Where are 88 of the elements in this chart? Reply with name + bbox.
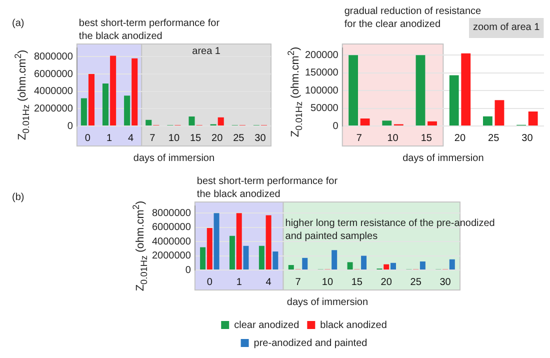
bar [449,75,459,126]
x-axis-title: days of immersion [286,296,368,308]
bar [494,100,504,126]
x-tick-label: 1 [236,276,242,288]
bar [384,264,390,270]
y-tick-label: 6000000 [34,68,74,80]
bar [229,236,235,270]
bar [361,256,367,270]
bar [360,118,370,126]
bar [461,53,471,126]
x-axis-title: days of immersion [133,152,215,164]
band-label: area 1 [192,46,221,57]
bar [243,246,249,270]
x-tick-label: 30 [440,276,452,288]
bar [266,215,272,270]
bar [483,116,492,126]
bar [449,259,455,270]
x-tick-label: 10 [322,276,334,288]
x-tick-label: 1 [106,132,112,144]
bar [348,55,358,126]
text: (b) [12,192,24,203]
bar [382,120,392,126]
bar [124,96,130,126]
y-tick-label: 4000000 [34,86,74,98]
legend-label: black anodized [320,320,387,331]
bar [80,98,87,126]
x-tick-label: 20 [454,132,466,144]
bar [272,252,278,270]
x-tick-label: 30 [522,132,534,144]
bar [88,74,95,126]
bar [214,213,220,270]
bar [528,111,538,126]
bar [146,120,152,126]
bar [132,58,138,126]
y-tick-label: 50000 [310,103,339,114]
x-tick-label: 0 [206,276,213,288]
y-tick-label: 100000 [304,85,339,96]
x-tick-label: 4 [128,132,134,144]
bar [288,265,294,270]
x-tick-label: 25 [233,132,245,144]
bar [206,228,212,270]
bar [302,258,308,270]
bar [200,247,206,270]
x-axis-title: days of immersion [402,152,484,164]
x-tick-label: 20 [212,132,224,144]
bar [188,116,195,126]
x-tick-label: 25 [488,132,500,144]
y-tick-label: 6000000 [152,222,192,234]
legend-label: pre-anodized and painted [254,338,368,349]
y-tick-label: 8000000 [34,51,74,62]
y-tick-label: 4000000 [152,236,192,248]
y-tick-label: 0 [67,120,74,132]
x-tick-label: 25 [410,276,422,288]
y-tick-label: 0 [332,120,339,132]
bar [416,55,426,126]
x-tick-label: 0 [84,132,91,144]
x-tick-label: 7 [295,276,302,288]
y-tick-label: 0 [185,264,192,276]
x-tick-label: 15 [351,276,363,288]
bar [420,261,426,270]
x-tick-label: 7 [150,132,156,144]
x-tick-label: 4 [266,276,272,288]
bar [236,213,242,270]
x-tick-label: 10 [387,132,399,144]
text: zoom of area 1 [473,22,540,33]
bar [110,56,116,126]
bar [347,262,353,270]
band-label: higher long term resistance of the pre-anodized and painted samples [285,218,495,242]
text: (a) [12,18,24,29]
bar [102,84,109,126]
x-tick-label: 15 [420,132,432,144]
y-tick-label: 200000 [304,50,339,61]
bar [332,250,338,270]
y-tick-label: 2000000 [34,103,74,114]
y-tick-label: 150000 [304,68,339,79]
band-label: best short-term performance for the black anodized [196,176,338,200]
bar [218,117,224,126]
x-tick-label: 20 [380,276,392,288]
x-tick-label: 15 [190,132,202,144]
x-tick-label: 7 [356,132,362,144]
bar [390,262,396,270]
y-tick-label: 2000000 [152,250,192,262]
bar [258,246,264,270]
x-tick-label: 30 [254,132,266,144]
bar [428,121,437,126]
y-tick-label: 8000000 [152,208,192,219]
legend-label: clear anodized [234,320,300,331]
x-tick-label: 10 [168,132,180,144]
